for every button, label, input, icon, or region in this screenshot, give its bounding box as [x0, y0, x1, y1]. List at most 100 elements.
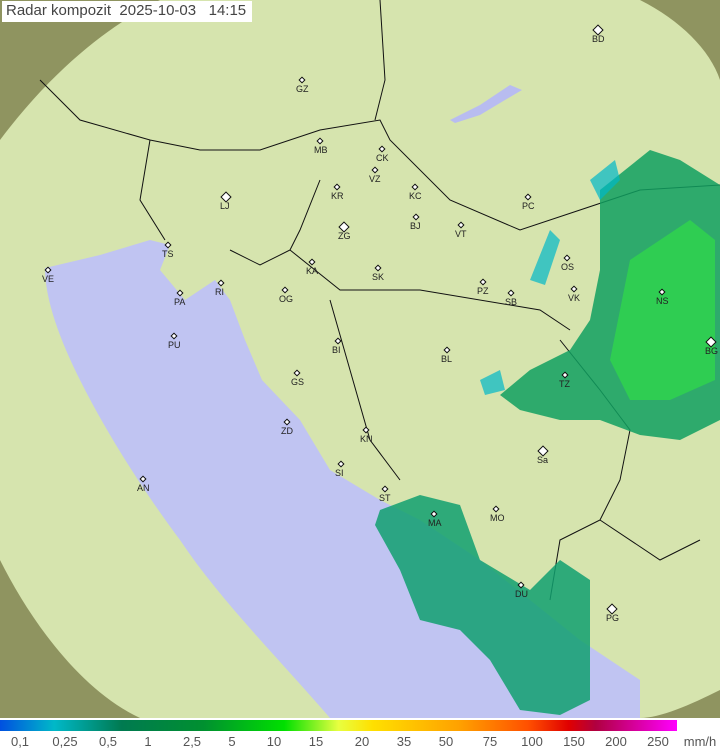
city-label: PC [522, 201, 535, 211]
city-sk: SK [372, 264, 384, 282]
city-marker-icon [164, 241, 172, 249]
city-label: TS [162, 249, 174, 259]
city-marker-icon [378, 145, 386, 153]
city-label: OS [561, 262, 574, 272]
legend-label: 200 [605, 734, 627, 749]
city-label: PU [168, 340, 181, 350]
city-bl: BL [441, 346, 452, 364]
city-label: AN [137, 483, 150, 493]
city-label: VT [455, 229, 467, 239]
city-zd: ZD [281, 418, 293, 436]
legend-label: 10 [266, 734, 282, 749]
legend-label: 0,5 [98, 734, 118, 749]
city-label: LJ [220, 201, 230, 211]
city-st: ST [379, 485, 391, 503]
city-gs: GS [291, 369, 304, 387]
city-label: SK [372, 272, 384, 282]
city-label: BI [332, 345, 341, 355]
city-marker-icon [492, 505, 500, 513]
city-marker-icon [283, 418, 291, 426]
city-label: KA [306, 266, 318, 276]
radar-map: BD GZ MB CK VZ KR KC PC LJ BJ VT ZG TS VE KA SK OS RI PA OG… [0, 0, 720, 718]
city-marker-icon [176, 289, 184, 297]
city-marker-icon [524, 193, 532, 201]
city-marker-icon [337, 460, 345, 468]
city-bi: BI [332, 337, 342, 355]
city-ck: CK [376, 145, 389, 163]
city-label: BD [592, 34, 605, 44]
city-marker-icon [293, 369, 301, 377]
city-marker-icon [374, 264, 382, 272]
city-marker-icon [170, 332, 178, 340]
legend-label: 1 [144, 734, 152, 749]
city-si: SI [335, 460, 345, 478]
city-marker-icon [517, 581, 525, 589]
city-marker-icon [479, 278, 487, 286]
city-bd: BD [592, 24, 605, 44]
precipitation-legend-bar [0, 720, 677, 731]
city-marker-icon [217, 279, 225, 287]
city-label: NS [656, 296, 669, 306]
city-gz: GZ [296, 76, 309, 94]
legend-label: 20 [354, 734, 370, 749]
legend-label: 250 [647, 734, 669, 749]
city-pz: PZ [477, 278, 489, 296]
legend-label: 75 [482, 734, 498, 749]
radar-echoes [375, 150, 720, 715]
city-marker-icon [658, 288, 666, 296]
city-marker-icon [298, 76, 306, 84]
city-marker-icon [411, 183, 419, 191]
city-label: Sa [537, 455, 548, 465]
city-label: KC [409, 191, 422, 201]
city-vt: VT [455, 221, 467, 239]
city-label: SI [335, 468, 344, 478]
city-bj: BJ [410, 213, 421, 231]
city-marker-icon [705, 336, 717, 348]
city-label: MO [490, 513, 505, 523]
city-vz: VZ [369, 166, 381, 184]
city-marker-icon [430, 510, 438, 518]
city-label: MA [428, 518, 442, 528]
legend-label: 15 [308, 734, 324, 749]
city-ns: NS [656, 288, 669, 306]
legend-unit: mm/h [683, 734, 717, 749]
city-marker-icon [606, 603, 618, 615]
city-kr: KR [331, 183, 344, 201]
rain-core-east [610, 220, 715, 400]
city-label: ST [379, 493, 391, 503]
city-label: SB [505, 297, 517, 307]
city-sa: Sa [537, 445, 549, 465]
city-marker-icon [381, 485, 389, 493]
city-du: DU [515, 581, 528, 599]
city-marker-icon [457, 221, 465, 229]
legend-label: 100 [521, 734, 543, 749]
city-marker-icon [316, 137, 324, 145]
city-label: DU [515, 589, 528, 599]
city-label: ZD [281, 426, 293, 436]
city-label: CK [376, 153, 389, 163]
city-os: OS [561, 254, 574, 272]
city-marker-icon [507, 289, 515, 297]
city-vk: VK [568, 285, 580, 303]
city-marker-icon [592, 24, 604, 36]
city-label: PZ [477, 286, 489, 296]
legend-label: 2,5 [182, 734, 202, 749]
city-marker-icon [333, 183, 341, 191]
city-mb: MB [314, 137, 328, 155]
city-og: OG [279, 286, 293, 304]
city-ka: KA [306, 258, 318, 276]
city-marker-icon [281, 286, 289, 294]
legend-label: 0,1 [10, 734, 30, 749]
city-label: RI [215, 287, 224, 297]
city-label: PG [606, 613, 619, 623]
city-label: GS [291, 377, 304, 387]
legend-label: 0,25 [52, 734, 78, 749]
city-label: GZ [296, 84, 309, 94]
legend-label: 50 [438, 734, 454, 749]
legend-label: 35 [396, 734, 412, 749]
city-marker-icon [338, 221, 350, 233]
city-label: VE [42, 274, 54, 284]
city-label: VZ [369, 174, 381, 184]
city-pc: PC [522, 193, 535, 211]
city-sb: SB [505, 289, 517, 307]
